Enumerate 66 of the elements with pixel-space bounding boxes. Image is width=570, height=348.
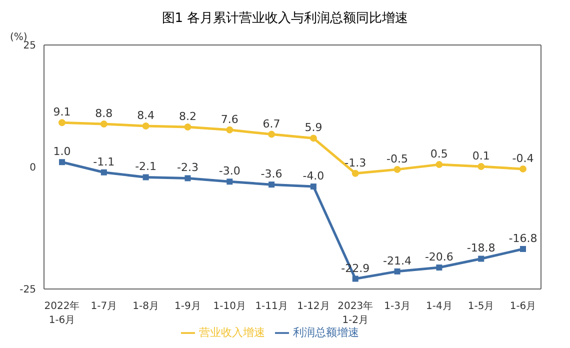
x-tick-label: 1-6月 [510, 301, 536, 312]
point [100, 169, 107, 176]
data-label: -2.3 [176, 161, 198, 174]
point [436, 264, 442, 271]
data-label: -20.6 [424, 250, 454, 264]
data-label: -0.5 [386, 152, 408, 166]
point [226, 126, 234, 134]
point [142, 174, 149, 180]
y-axis-title: (%) [10, 32, 28, 43]
point [520, 165, 526, 172]
data-label: -1.3 [344, 156, 366, 170]
x-tick-label: 1-3月 [384, 301, 410, 312]
point [352, 170, 359, 177]
x-tick-label: 1-11月 [255, 301, 288, 312]
data-label: -21.4 [383, 254, 412, 268]
point [100, 120, 108, 128]
point [310, 184, 316, 190]
data-label: 0.5 [430, 148, 448, 161]
point [184, 123, 192, 130]
x-tick-label: 1-7月 [90, 301, 118, 312]
point [394, 166, 401, 173]
data-label: -3.6 [260, 168, 282, 181]
data-label: -1.1 [93, 155, 115, 168]
x-tick-label: 1-8月 [132, 301, 159, 312]
data-label: 8.8 [95, 107, 113, 120]
x-tick-label: 1-12月 [297, 301, 330, 312]
point [520, 246, 526, 252]
data-label: -2.1 [135, 160, 157, 174]
data-label: -3.0 [218, 164, 240, 178]
chart-title: 图1 各月累计营业收入与利润总额同比增速 [160, 10, 410, 28]
point [59, 159, 65, 166]
point [394, 268, 400, 274]
data-label: 1.0 [53, 145, 71, 158]
point [352, 276, 358, 282]
y-tick-label: 0 [30, 162, 36, 174]
data-label: -4.0 [302, 170, 324, 183]
point [268, 130, 276, 138]
x-tick-label: 2022年 1-6月 [44, 300, 80, 326]
data-label: 7.6 [220, 112, 238, 126]
data-label: -0.4 [512, 152, 534, 165]
legend-label: 利润总额增速 [293, 326, 359, 339]
data-label: 8.4 [137, 109, 155, 122]
y-tick-label: -25 [20, 284, 36, 296]
legend-label: 营业收入增速 [199, 326, 265, 339]
point [478, 256, 484, 262]
data-label: -18.8 [466, 242, 496, 255]
x-tick-label: 1-9月 [174, 301, 201, 312]
point [58, 119, 66, 126]
point [226, 178, 233, 185]
point [268, 182, 275, 188]
data-label: 5.9 [304, 121, 322, 134]
x-tick-label: 1-10月 [213, 301, 246, 312]
point [184, 175, 191, 182]
data-label: 0.1 [472, 150, 490, 163]
point [310, 134, 317, 142]
x-tick-label: 1-5月 [468, 301, 494, 312]
x-tick-label: 2023年 1-2月 [338, 300, 374, 326]
data-label: -16.8 [508, 232, 538, 245]
point [142, 122, 150, 130]
data-label: 9.1 [53, 106, 71, 119]
x-tick-label: 1-4月 [426, 301, 452, 312]
point [436, 161, 443, 168]
data-label: 8.2 [178, 110, 196, 123]
data-label: 6.7 [262, 117, 280, 130]
point [478, 163, 485, 170]
y-tick-label: 25 [23, 40, 36, 52]
